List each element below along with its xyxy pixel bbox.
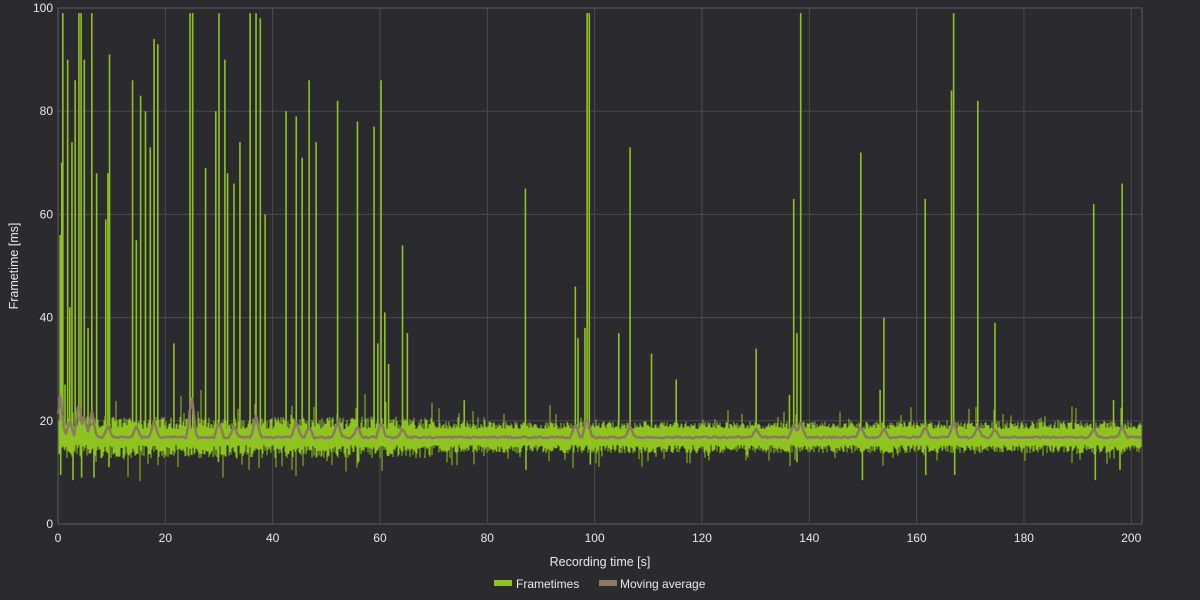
x-tick-label: 200 [1121,531,1141,545]
x-tick-label: 0 [55,531,62,545]
legend-label-moving-average: Moving average [620,577,706,591]
legend-swatch-moving-average [599,580,617,586]
x-tick-label: 140 [799,531,819,545]
y-axis-title: Frametime [ms] [7,223,21,310]
legend-item-moving-average[interactable]: Moving average [599,577,706,591]
legend: Frametimes Moving average [494,577,706,591]
y-tick-label: 80 [40,104,54,118]
plot-area [56,7,1143,525]
legend-label-frametimes: Frametimes [516,577,579,591]
x-tick-label: 160 [907,531,927,545]
x-tick-label: 40 [266,531,280,545]
plot-border [57,7,1143,525]
moving-average-series [56,395,1143,440]
y-tick-label: 20 [40,414,54,428]
y-tick-label: 60 [40,207,54,221]
x-tick-label: 80 [481,531,495,545]
legend-item-frametimes[interactable]: Frametimes [494,577,579,591]
x-tick-label: 100 [585,531,605,545]
frametimes-series [57,13,1143,482]
x-tick-label: 120 [692,531,712,545]
y-tick-label: 40 [40,311,54,325]
y-axis-ticks: 0 20 40 60 80 100 [33,1,53,531]
x-axis-ticks: 0 20 40 60 80 100 120 140 160 180 200 [55,531,1142,545]
moving-average-line [56,395,1143,440]
x-tick-label: 20 [159,531,173,545]
x-tick-label: 180 [1014,531,1034,545]
x-tick-label: 60 [373,531,387,545]
legend-swatch-frametimes [494,580,512,586]
y-tick-label: 100 [33,1,53,15]
x-axis-title: Recording time [s] [550,555,651,569]
y-tick-label: 0 [46,517,53,531]
